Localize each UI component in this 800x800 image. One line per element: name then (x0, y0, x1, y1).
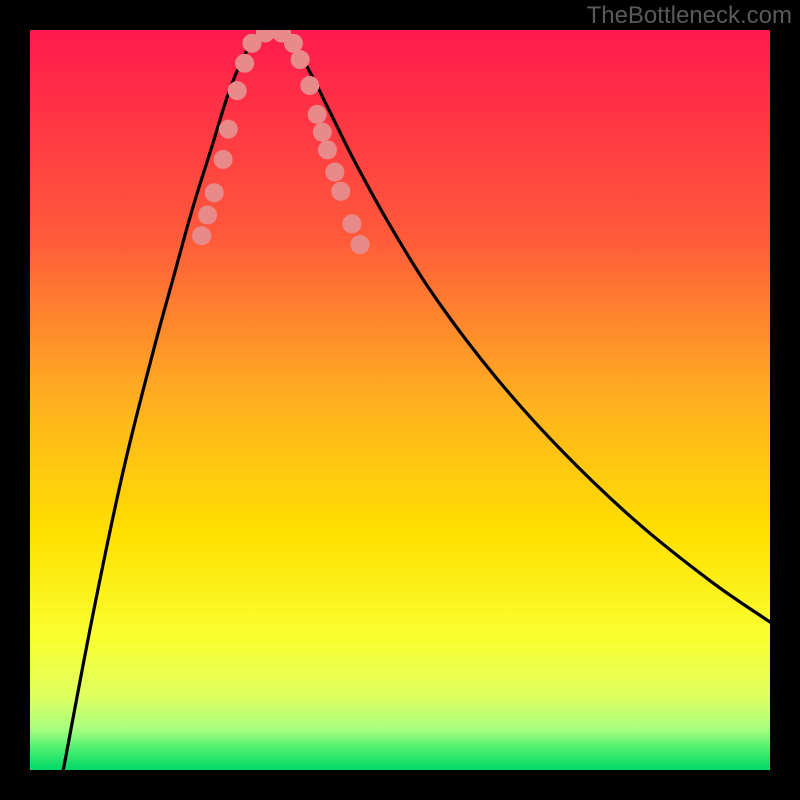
chart-container: TheBottleneck.com (0, 0, 800, 800)
chart-svg (0, 0, 800, 800)
watermark-text: TheBottleneck.com (587, 2, 792, 30)
bottleneck-chart (0, 0, 800, 800)
